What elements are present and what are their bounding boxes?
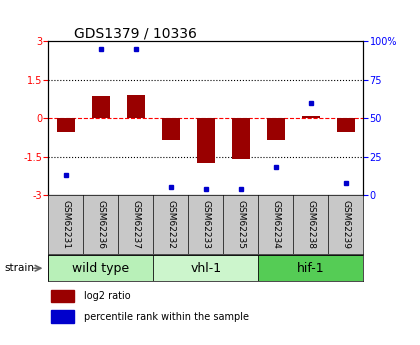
Text: GSM62235: GSM62235 <box>236 200 245 249</box>
Bar <box>258 255 363 281</box>
Text: GSM62236: GSM62236 <box>96 200 105 249</box>
Bar <box>153 255 258 281</box>
Bar <box>267 118 285 140</box>
Text: GSM62238: GSM62238 <box>306 200 315 249</box>
Text: hif-1: hif-1 <box>297 262 325 275</box>
Text: GSM62232: GSM62232 <box>166 200 175 248</box>
Text: vhl-1: vhl-1 <box>190 262 221 275</box>
Bar <box>92 96 110 118</box>
Bar <box>197 118 215 163</box>
Text: strain: strain <box>4 263 34 273</box>
Text: GSM62239: GSM62239 <box>341 200 350 249</box>
Text: GSM62231: GSM62231 <box>61 200 70 249</box>
Bar <box>337 118 354 132</box>
Text: percentile rank within the sample: percentile rank within the sample <box>84 312 249 322</box>
Bar <box>127 95 144 118</box>
Bar <box>162 118 180 140</box>
Bar <box>52 310 74 323</box>
Text: GDS1379 / 10336: GDS1379 / 10336 <box>74 26 197 40</box>
Text: GSM62237: GSM62237 <box>131 200 140 249</box>
Bar <box>52 290 74 302</box>
Bar <box>48 255 153 281</box>
Text: log2 ratio: log2 ratio <box>84 291 130 301</box>
Text: wild type: wild type <box>72 262 129 275</box>
Bar <box>232 118 249 159</box>
Text: GSM62233: GSM62233 <box>201 200 210 249</box>
Bar <box>302 116 320 118</box>
Text: GSM62234: GSM62234 <box>271 200 280 248</box>
Bar <box>57 118 75 132</box>
